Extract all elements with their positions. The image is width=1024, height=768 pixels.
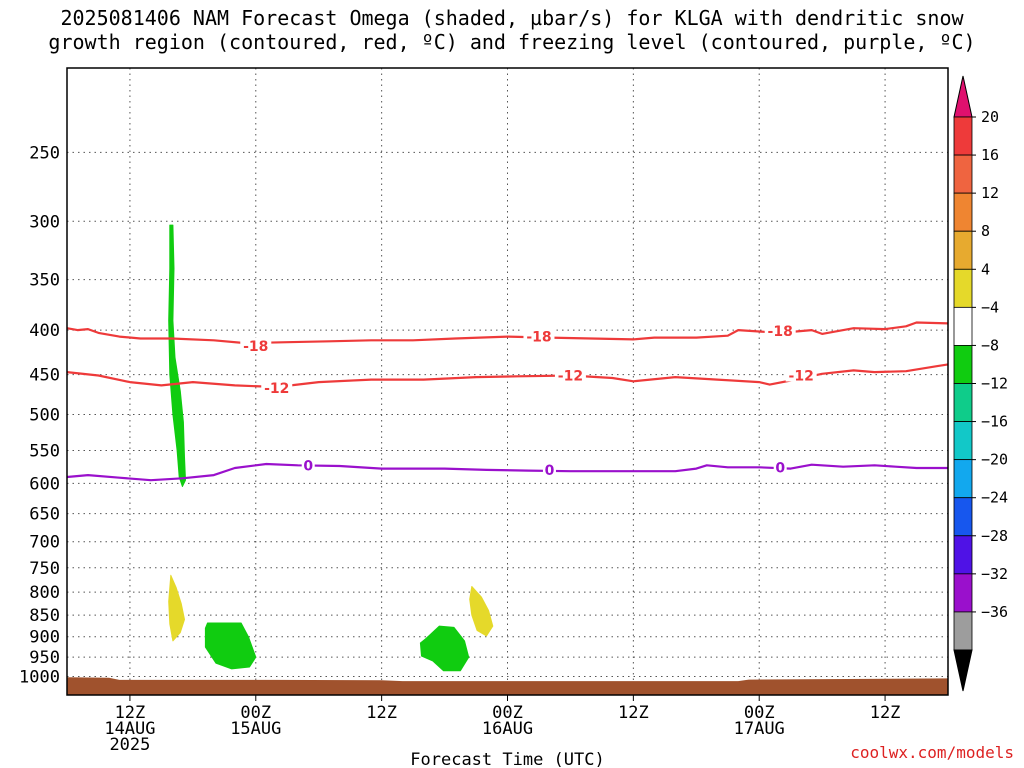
y-tick-label: 800: [29, 583, 60, 603]
contour-label: -18: [243, 339, 268, 355]
y-tick-label: 300: [29, 212, 60, 232]
x-tick-label: 14AUG: [104, 719, 155, 739]
title-line-1: 2025081406 NAM Forecast Omega (shaded, µ…: [60, 6, 964, 30]
omega-shaded-region: [419, 625, 470, 672]
colorbar-label: 20: [981, 108, 999, 126]
y-tick-label: 400: [29, 321, 60, 341]
colorbar-segment: [953, 383, 973, 422]
contour-label-bg: [301, 457, 315, 472]
y-tick-label: 1000: [19, 668, 60, 688]
x-tick-label: 12Z: [115, 703, 146, 723]
colorbar-segment: [953, 459, 973, 499]
x-tick-label: 12Z: [366, 703, 397, 723]
contour-label-bg: [261, 379, 293, 394]
omega-shaded-region: [168, 224, 186, 487]
x-tick-label: 00Z: [492, 703, 523, 723]
credit-text: coolwx.com/models: [850, 743, 1014, 762]
title-line-2: growth region (contoured, red, ºC) and f…: [48, 30, 976, 54]
x-tick-label: 2025: [109, 735, 150, 755]
colorbar-segment: [953, 230, 973, 270]
colorbar-label: −20: [981, 451, 1008, 469]
x-tick-label: 16AUG: [482, 719, 533, 739]
colorbar-label: 4: [981, 260, 990, 278]
x-tick-label: 15AUG: [230, 719, 281, 739]
y-tick-label: 450: [29, 366, 60, 386]
contour-label: -12: [558, 368, 583, 384]
colorbar-label: −32: [981, 565, 1008, 583]
temperature-contours: -18 -18 -18 -12 -12 -12 0 0 0: [66, 321, 949, 482]
terrain-area: [67, 677, 948, 695]
colorbar-segment: [953, 611, 973, 651]
y-tick-label: 850: [29, 606, 60, 626]
colorbar-top-arrow: [953, 75, 973, 118]
y-tick-label: 250: [29, 143, 60, 163]
y-tick-label: 550: [29, 442, 60, 462]
colorbar: 20 16 12 8 4 −4 −8 −12 −16 −20 −24 −28 −32 −36: [953, 75, 1008, 692]
contour-line: [66, 462, 948, 482]
y-tick-label: 650: [29, 505, 60, 525]
colorbar-label: −16: [981, 413, 1008, 431]
grid-lines: [67, 68, 948, 695]
contour-label-bg: [542, 461, 556, 476]
colorbar-label: −36: [981, 603, 1008, 621]
colorbar-bottom-arrow: [953, 649, 973, 692]
colorbar-segment: [953, 154, 973, 194]
omega-shaded-region: [204, 622, 257, 670]
colorbar-segment: [953, 345, 973, 384]
colorbar-label: 16: [981, 146, 999, 164]
x-tick-label: 12Z: [618, 703, 649, 723]
colorbar-label: −24: [981, 489, 1008, 507]
colorbar-label: 8: [981, 222, 990, 240]
contour-label: 0: [545, 463, 555, 479]
colorbar-label: −28: [981, 527, 1008, 545]
axes: 2503003504004505005506006507007508008509…: [19, 67, 949, 768]
contour-label-bg: [773, 459, 787, 474]
contour-label-bg: [785, 367, 817, 382]
colorbar-segment: [953, 116, 973, 156]
y-tick-label: 700: [29, 533, 60, 553]
colorbar-segment: [953, 268, 973, 308]
colorbar-label: −4: [981, 298, 999, 316]
x-tick-label: 17AUG: [734, 719, 785, 739]
x-tick-label: 00Z: [240, 703, 271, 723]
colorbar-label: −12: [981, 375, 1008, 393]
terrain-fill: [67, 677, 948, 695]
omega-shaded-region: [469, 586, 494, 637]
omega-shading: [168, 224, 494, 672]
contour-line: [66, 363, 949, 389]
colorbar-label: −8: [981, 336, 999, 354]
colorbar-segment: [953, 421, 973, 461]
omega-shaded-region: [168, 574, 185, 642]
contour-label-bg: [523, 328, 555, 343]
y-tick-label: 950: [29, 648, 60, 668]
contour-label-bg: [240, 337, 272, 352]
y-tick-label: 600: [29, 474, 60, 494]
contour-label-bg: [554, 367, 586, 382]
colorbar-segment: [953, 497, 973, 537]
y-tick-label: 500: [29, 405, 60, 425]
chart-title: 2025081406 NAM Forecast Omega (shaded, µ…: [0, 6, 1024, 54]
contour-label: -12: [264, 381, 289, 397]
colorbar-segment: [953, 573, 973, 613]
y-tick-label: 900: [29, 628, 60, 648]
contour-label: -12: [789, 368, 814, 384]
x-tick-label: 12Z: [870, 703, 901, 723]
colorbar-segment: [953, 192, 973, 232]
contour-label-bg: [764, 323, 796, 338]
contour-label: 0: [775, 460, 785, 476]
colorbar-label: 12: [981, 184, 999, 202]
contour-label: -18: [526, 330, 551, 346]
y-tick-label: 350: [29, 271, 60, 291]
plot-frame: [66, 67, 949, 696]
x-axis-title: Forecast Time (UTC): [410, 750, 604, 768]
colorbar-segment: [953, 306, 973, 346]
contour-label: 0: [303, 458, 313, 474]
contour-label: -18: [768, 324, 793, 340]
colorbar-segment: [953, 535, 973, 575]
y-tick-label: 750: [29, 559, 60, 579]
x-tick-label: 00Z: [744, 703, 775, 723]
